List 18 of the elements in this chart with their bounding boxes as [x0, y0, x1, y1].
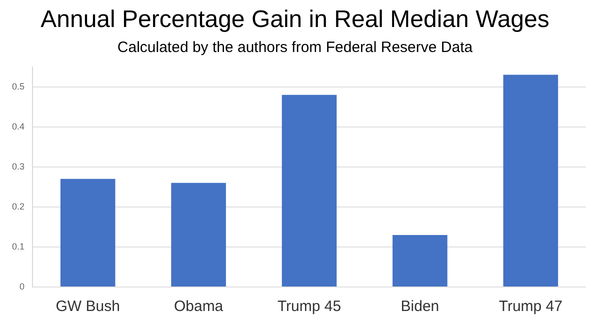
x-tick-label: Obama	[174, 298, 224, 316]
bar	[503, 74, 558, 286]
x-tick-label: Biden	[400, 298, 440, 316]
x-tick-label: Trump 47	[498, 298, 562, 316]
y-tick-label: 0.2	[12, 201, 25, 212]
y-tick-label: 0.3	[12, 161, 25, 172]
x-tick-label: GW Bush	[56, 298, 120, 316]
y-tick-label: 0.4	[12, 121, 25, 132]
bar	[60, 178, 116, 286]
y-tick-label: 0.1	[12, 241, 25, 252]
y-tick-label: 0	[19, 281, 25, 292]
bar	[392, 234, 448, 286]
y-tick-label: 0.5	[12, 81, 25, 92]
x-tick-label: Trump 45	[277, 298, 342, 316]
bar	[282, 94, 337, 286]
bar	[171, 182, 226, 286]
chart-subtitle: Calculated by the authors from Federal Reserve Data	[117, 38, 474, 56]
chart-title: Annual Percentage Gain in Real Median Wages	[40, 6, 550, 34]
